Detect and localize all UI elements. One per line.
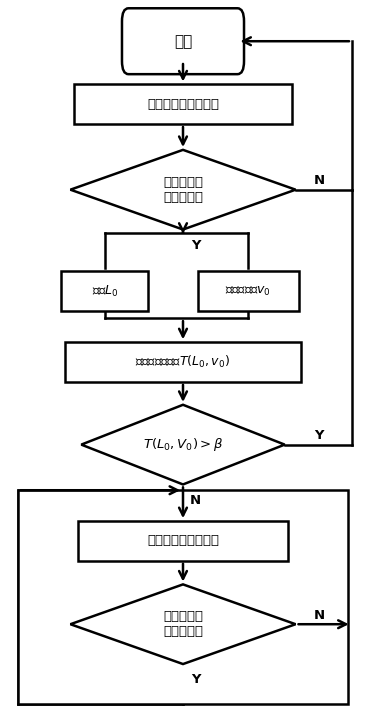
Polygon shape (70, 150, 296, 230)
Text: 非机动车速$v_0$: 非机动车速$v_0$ (225, 284, 271, 297)
Text: Y: Y (314, 430, 324, 443)
Text: Y: Y (191, 239, 201, 252)
Bar (198, 271, 299, 311)
Text: 机动车右转绿灯信号: 机动车右转绿灯信号 (147, 97, 219, 111)
Bar (65, 342, 301, 382)
Text: Y: Y (191, 673, 201, 686)
Polygon shape (81, 405, 285, 484)
FancyBboxPatch shape (122, 8, 244, 74)
Bar (74, 84, 292, 124)
Text: N: N (314, 174, 325, 188)
Text: 开始: 开始 (174, 33, 192, 49)
Text: 是否有非机
动车到达？: 是否有非机 动车到达？ (163, 610, 203, 638)
Text: 机动车右转红灯信号: 机动车右转红灯信号 (147, 534, 219, 547)
Text: 是否有非机
动车到达？: 是否有非机 动车到达？ (163, 176, 203, 204)
Polygon shape (70, 585, 296, 664)
Text: N: N (190, 494, 201, 507)
Bar (18, 490, 348, 704)
Text: $T(L_0,V_0)>\beta$: $T(L_0,V_0)>\beta$ (143, 436, 223, 453)
Bar (78, 521, 288, 561)
Text: 到达冲突区时间$T(L_0, v_0)$: 到达冲突区时间$T(L_0, v_0)$ (135, 354, 231, 370)
Bar (61, 271, 149, 311)
Text: N: N (314, 609, 325, 622)
Text: 位置$L_0$: 位置$L_0$ (92, 284, 118, 299)
